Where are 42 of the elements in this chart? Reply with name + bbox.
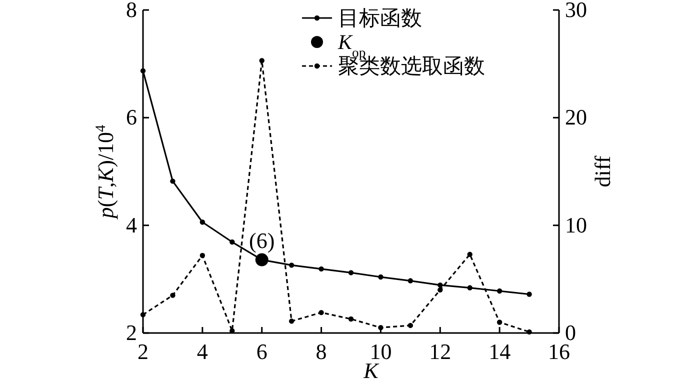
- point: [200, 220, 206, 225]
- x-tick-label: 12: [429, 339, 452, 364]
- point: [467, 252, 472, 258]
- point: [408, 322, 414, 328]
- point: [288, 262, 294, 268]
- point: [526, 292, 532, 297]
- y-tick-label: 8: [126, 0, 137, 22]
- point: [259, 58, 264, 64]
- point: [200, 252, 206, 258]
- y-tick-label: 2: [126, 320, 137, 345]
- x-tick-label: 14: [488, 339, 511, 364]
- y-tick-label: 4: [126, 212, 137, 238]
- y2-axis-title: diff: [590, 155, 615, 188]
- point: [526, 329, 532, 335]
- point: [288, 318, 294, 324]
- legend-label: 目标函数: [338, 6, 422, 30]
- point: [438, 282, 443, 288]
- point: [496, 320, 502, 325]
- annotation: (6): [249, 228, 275, 253]
- point: [438, 287, 443, 293]
- x-tick-label: 8: [316, 339, 327, 364]
- point: [408, 278, 414, 284]
- y2-tick-label: 10: [565, 212, 587, 238]
- x-tick-label: 4: [196, 339, 208, 364]
- point: [348, 316, 354, 322]
- point: [140, 68, 146, 74]
- point: [318, 310, 324, 316]
- point: [378, 325, 384, 330]
- point: [140, 312, 146, 318]
- point: [496, 288, 502, 294]
- y2-tick-label: 30: [565, 0, 587, 22]
- point: [230, 239, 235, 245]
- y2-tick-label: 20: [565, 104, 587, 130]
- point: [348, 270, 354, 276]
- y-tick-label: 6: [126, 104, 137, 130]
- x-tick-label: 6: [256, 339, 268, 364]
- point: [378, 274, 384, 280]
- point: [318, 266, 324, 272]
- point: [170, 178, 176, 184]
- point: [255, 253, 268, 266]
- point: [170, 292, 176, 298]
- point: [467, 285, 472, 290]
